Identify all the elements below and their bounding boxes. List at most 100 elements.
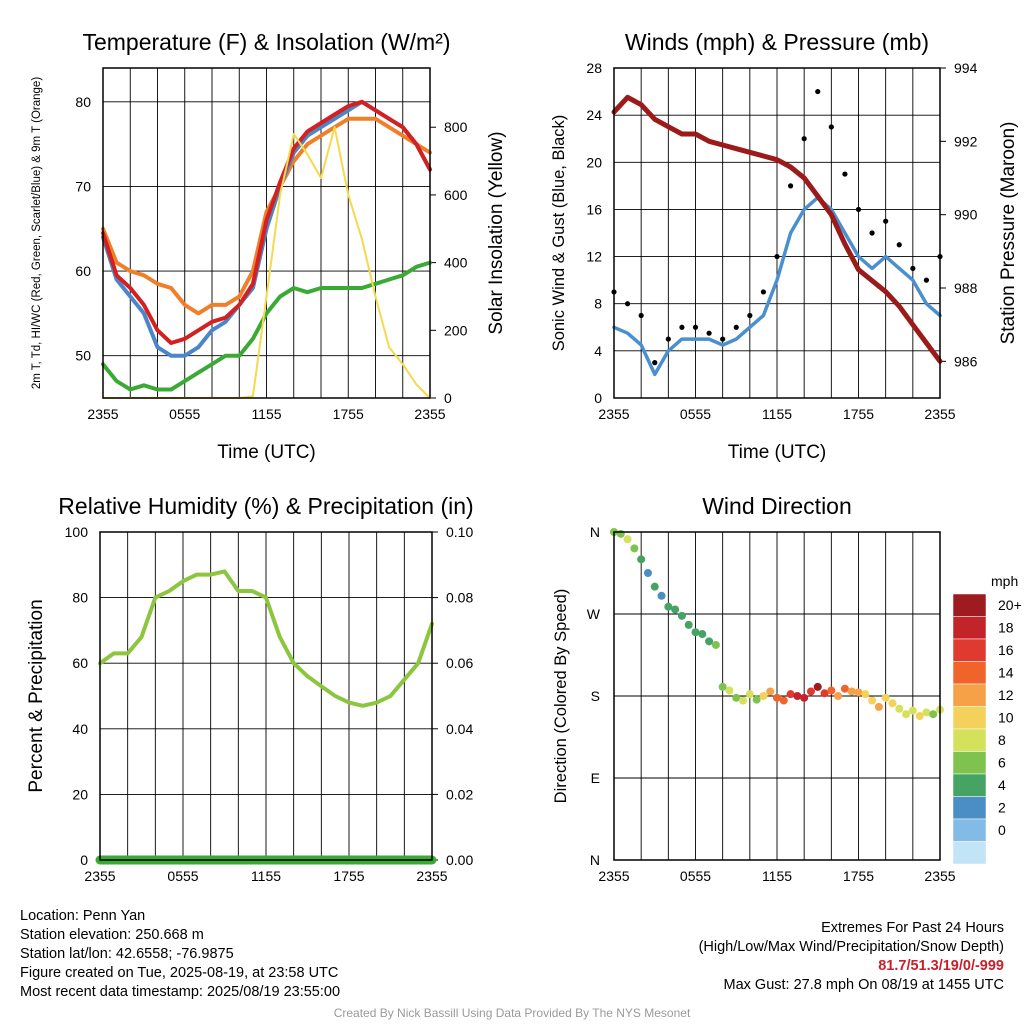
direction-point: [834, 692, 843, 700]
plot-frame: [613, 67, 941, 399]
direction-point: [929, 710, 938, 719]
x-tick-label: 1755: [843, 406, 874, 422]
direction-point: [773, 693, 781, 702]
direction-point: [684, 620, 693, 629]
y2-tick-label: 990: [954, 207, 978, 223]
y-tick-label: 20: [72, 786, 88, 802]
series-line: [101, 260, 432, 392]
legend-swatch: [952, 751, 987, 775]
x-tick-label: 1155: [762, 868, 792, 884]
credit-line: Created By Nick Bassill Using Data Provi…: [333, 1006, 691, 1020]
y2-tick-label: 994: [954, 60, 978, 76]
y2-tick-label: 988: [954, 280, 978, 296]
series-line: [611, 94, 943, 364]
plot-frame: [99, 531, 433, 861]
direction-point: [698, 630, 707, 639]
direction-point: [786, 690, 795, 699]
direction-point: [705, 637, 714, 646]
direction-point: [820, 689, 829, 698]
direction-point: [718, 682, 727, 691]
legend-label: 20+: [998, 597, 1022, 613]
gust-point: [665, 336, 671, 342]
y-tick-label: 40: [72, 721, 88, 737]
direction-point: [732, 693, 741, 702]
direction-point: [752, 695, 761, 704]
x-tick-label: 1755: [843, 868, 874, 884]
x-tick-label: 2355: [598, 406, 629, 422]
x-tick-label: 2355: [87, 406, 118, 422]
direction-point: [888, 699, 897, 708]
y-tick-label: 8: [594, 296, 602, 312]
gust-point: [842, 171, 848, 177]
series-line: [98, 569, 434, 708]
legend-swatch: [952, 593, 987, 617]
x-axis-label: Time (UTC): [728, 442, 827, 463]
panel-title: Winds (mph) & Pressure (mb): [625, 29, 929, 55]
figure-created-text: Figure created on Tue, 2025-08-19, at 23…: [20, 965, 339, 981]
x-tick-label: 0555: [680, 406, 711, 422]
recent-timestamp-text: Most recent data timestamp: 2025/08/19 2…: [20, 984, 341, 1000]
y-tick-label: 20: [586, 154, 602, 170]
gust-point: [760, 289, 767, 295]
gust-point: [652, 360, 658, 366]
latlon-text: Station lat/lon: 42.6558; -76.9875: [20, 946, 234, 962]
direction-point: [623, 535, 632, 544]
legend-label: 0: [998, 822, 1006, 838]
y-axis-label: 2m T, Td, HI/WC (Red, Green, Scarlet/Blu…: [31, 77, 43, 389]
legend-label: 2: [998, 800, 1006, 816]
direction-point: [806, 687, 815, 696]
direction-point: [902, 710, 911, 719]
gust-point: [923, 277, 930, 283]
gust-point: [733, 324, 739, 330]
legend-swatch: [952, 818, 987, 842]
direction-point: [800, 693, 809, 702]
y-axis-label: Sonic Wind & Gust (Blue, Black): [550, 115, 568, 352]
y2-tick-label: 0.02: [446, 786, 473, 802]
y-tick-label: 60: [72, 655, 88, 671]
y2-tick-label: 0.04: [446, 721, 473, 737]
direction-point: [650, 582, 659, 591]
y2-tick-label: 0.06: [446, 655, 473, 671]
direction-point: [813, 682, 822, 691]
direction-point: [908, 706, 917, 715]
gust-point: [638, 312, 644, 319]
x-tick-label: 1755: [333, 868, 364, 884]
y-tick-label: 24: [586, 107, 602, 123]
y-tick-label: 12: [586, 249, 602, 265]
gust-point: [747, 312, 753, 319]
y-tick-label: 4: [594, 343, 602, 359]
direction-point: [895, 704, 904, 713]
direction-point: [745, 690, 754, 699]
x-tick-label: 1155: [251, 406, 281, 422]
panel-2: Winds (mph) & Pressure (mb) 2355 0555 1155 1…: [550, 29, 1019, 463]
y2-tick-label: 0.00: [446, 852, 473, 868]
y-tick-label: 80: [72, 590, 88, 606]
direction-point: [711, 640, 720, 649]
direction-point: [868, 696, 877, 705]
direction-point: [827, 686, 836, 695]
location-text: Location: Penn Yan: [20, 908, 146, 924]
legend-label: 16: [998, 642, 1014, 658]
direction-point: [725, 686, 734, 695]
gust-point: [774, 253, 780, 260]
gust-point: [706, 330, 712, 336]
direction-point: [691, 628, 700, 637]
direction-point: [881, 693, 890, 702]
direction-point: [616, 529, 625, 538]
station-info: Location: Penn Yan Station elevation: 25…: [20, 907, 340, 1002]
legend-label: 6: [998, 755, 1006, 771]
legend-title: mph: [991, 573, 1018, 589]
y-tick-label: 16: [586, 201, 602, 217]
direction-point: [874, 702, 883, 711]
y2-tick-label: 400: [444, 255, 468, 271]
gust-point: [869, 230, 875, 236]
y2-tick-label: 992: [954, 133, 978, 149]
direction-point: [657, 591, 666, 600]
legend-swatch: [952, 683, 987, 707]
gust-point: [787, 183, 794, 189]
y-tick-label: N: [590, 524, 600, 540]
y-tick-label: 28: [586, 60, 602, 76]
gust-point: [896, 242, 902, 248]
legend-swatch: [952, 706, 987, 730]
y-tick-label: 0: [80, 852, 88, 868]
